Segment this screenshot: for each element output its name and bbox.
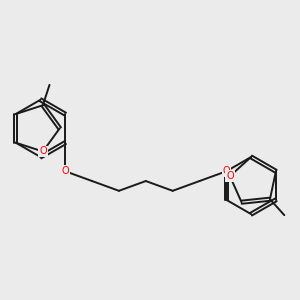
Text: O: O [226,171,234,181]
Text: O: O [61,166,69,176]
Text: O: O [39,146,47,157]
Text: O: O [223,166,230,176]
